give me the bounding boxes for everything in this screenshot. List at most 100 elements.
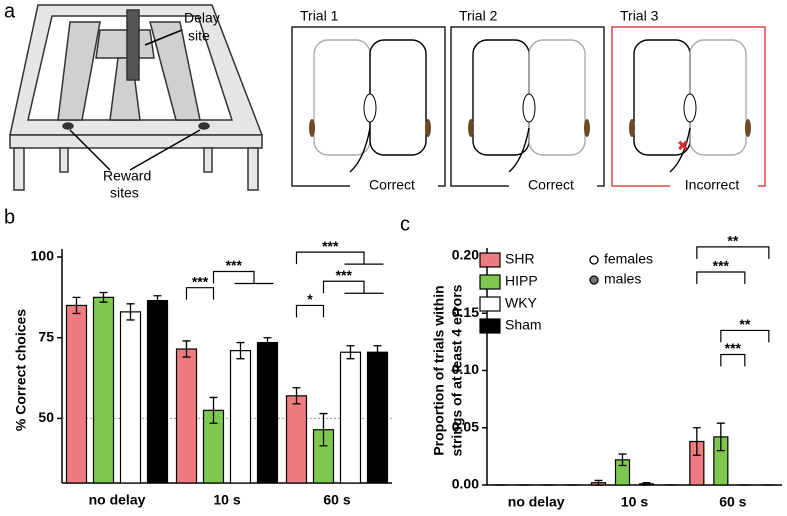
significance-bracket xyxy=(720,353,746,367)
loop-left xyxy=(472,39,530,156)
error-bar xyxy=(319,412,328,447)
error-bar xyxy=(182,340,191,358)
legend-label: SHR xyxy=(505,251,535,267)
bar xyxy=(229,350,252,484)
panel-label: c xyxy=(400,213,410,235)
trial-outcome: Correct xyxy=(528,177,574,193)
significance-label: *** xyxy=(336,267,353,283)
label-bg xyxy=(350,178,438,194)
x-tick-label: 10 s xyxy=(621,494,648,510)
arrow xyxy=(349,127,371,173)
delay-site-label: Delay xyxy=(184,10,220,26)
maze-drawing xyxy=(9,4,264,191)
x-tick-label: 10 s xyxy=(213,492,240,508)
trial-title: Trial 1 xyxy=(300,8,339,24)
bar xyxy=(366,351,389,484)
significance-label: *** xyxy=(226,257,243,273)
significance-bracket xyxy=(696,246,770,259)
cross: ✖ xyxy=(677,138,689,154)
loop-right xyxy=(369,39,427,156)
reward-sites-label: sites xyxy=(110,185,139,201)
significance-label: * xyxy=(307,291,313,307)
label-bg xyxy=(509,178,597,194)
y-tick-label: 0.00 xyxy=(452,476,479,492)
legend-label: Sham xyxy=(505,317,542,333)
error-bar xyxy=(373,345,382,360)
significance-label: *** xyxy=(713,258,730,274)
reward-sites-label: Reward xyxy=(103,168,151,184)
significance-label: ** xyxy=(739,316,750,332)
significance-bracket xyxy=(322,280,384,294)
legend-label: HIPP xyxy=(505,273,538,289)
trial-title: Trial 2 xyxy=(459,8,498,24)
bar xyxy=(285,395,308,484)
y-tick-label: 0.20 xyxy=(452,247,479,263)
loop-right xyxy=(528,39,586,156)
bar xyxy=(92,296,115,484)
y-axis-label: Proportion of trials within xyxy=(431,285,447,455)
y-tick-label: 75 xyxy=(38,328,54,344)
legend-swatch xyxy=(479,296,501,312)
error-bar xyxy=(346,345,355,360)
error-bar xyxy=(209,396,218,424)
legend-label: females xyxy=(604,251,653,267)
error-bar xyxy=(618,453,627,467)
rat xyxy=(683,93,697,123)
error-bar xyxy=(99,291,108,303)
y-tick-label: 100 xyxy=(31,248,55,264)
legend-marker xyxy=(589,255,599,265)
significance-label: *** xyxy=(322,238,339,254)
bar xyxy=(175,348,198,484)
y-tick-label: 50 xyxy=(38,409,54,425)
rat xyxy=(522,93,536,123)
significance-bracket xyxy=(185,287,215,300)
significance-bracket xyxy=(720,329,770,343)
bar xyxy=(146,299,169,484)
x-tick-label: 60 s xyxy=(323,492,350,508)
error-bar xyxy=(716,422,725,452)
arrow xyxy=(669,127,691,173)
panel-label: a xyxy=(4,0,16,22)
significance-bracket xyxy=(295,251,384,265)
delay-site-label: site xyxy=(188,28,210,44)
reward xyxy=(425,119,431,137)
y-axis-label: strings of at least 4 errors xyxy=(449,284,465,456)
bar xyxy=(65,304,88,484)
trial-outcome: Correct xyxy=(369,177,415,193)
loop-left xyxy=(313,39,371,156)
trial-title: Trial 3 xyxy=(620,8,659,24)
error-bar xyxy=(153,295,162,307)
legend-swatch xyxy=(479,274,501,290)
error-bar xyxy=(292,387,301,405)
panel-label: b xyxy=(4,206,15,228)
error-bar xyxy=(126,303,135,321)
reward xyxy=(629,119,635,137)
reward xyxy=(584,119,590,137)
error-bar xyxy=(692,427,701,456)
significance-label: ** xyxy=(727,233,738,249)
significance-label: *** xyxy=(192,273,209,289)
label-bg xyxy=(670,178,758,194)
legend-marker xyxy=(589,275,599,285)
y-axis-label: % Correct choices xyxy=(13,309,29,431)
error-bar xyxy=(72,296,81,315)
y-tick-label: 0.10 xyxy=(452,361,479,377)
reward xyxy=(309,119,315,137)
legend-label: WKY xyxy=(505,295,538,311)
error-bar xyxy=(263,337,272,349)
bar xyxy=(256,341,279,484)
error-bar xyxy=(236,341,245,360)
error-bar xyxy=(642,482,651,486)
x-tick-label: 60 s xyxy=(719,494,746,510)
y-tick-label: 0.15 xyxy=(452,304,479,320)
x-tick-label: no delay xyxy=(89,492,146,508)
significance-label: *** xyxy=(725,340,742,356)
reward xyxy=(468,119,474,137)
rat xyxy=(363,93,377,123)
loop-right xyxy=(689,39,747,156)
error-bar xyxy=(594,479,603,486)
x-tick-label: no delay xyxy=(508,494,565,510)
significance-bracket xyxy=(696,271,746,285)
arrow xyxy=(508,127,530,173)
